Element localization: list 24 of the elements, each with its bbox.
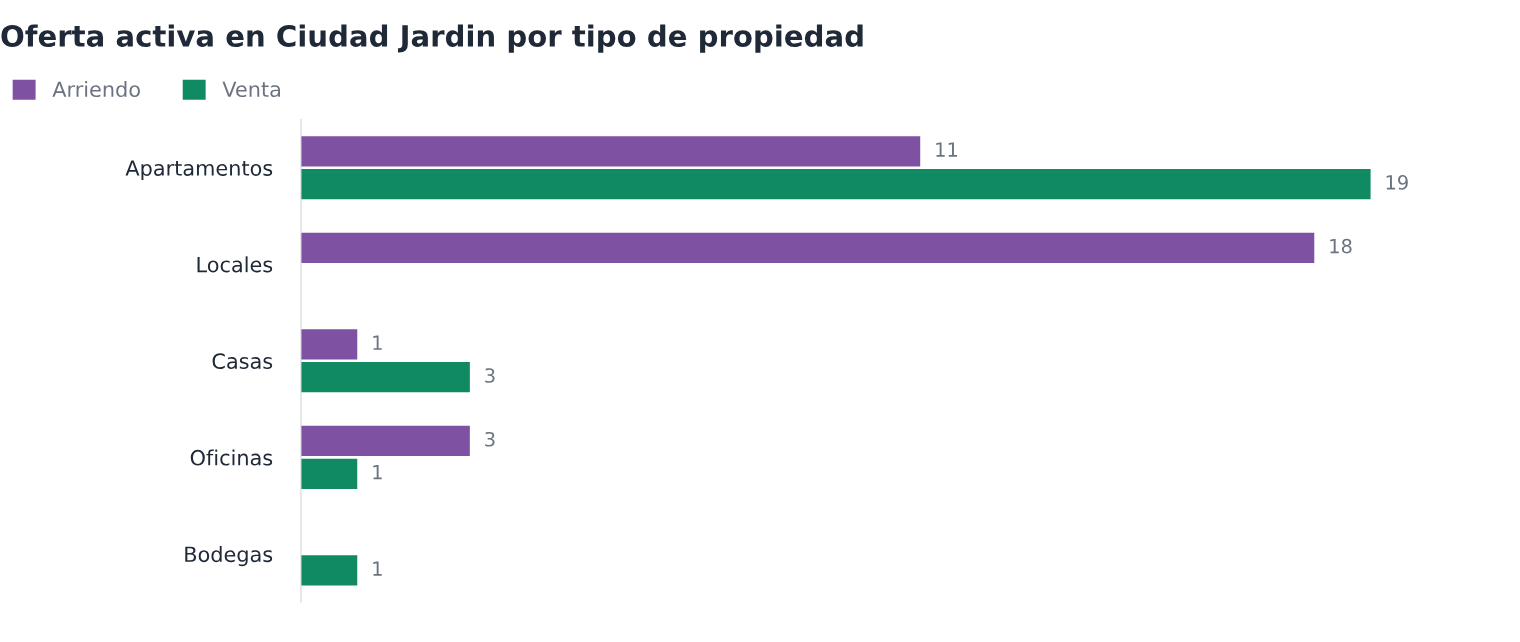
y-tick-label: Oficinas xyxy=(190,449,273,466)
data-label: 1 xyxy=(373,335,382,350)
bar xyxy=(300,362,470,393)
data-label: 18 xyxy=(1330,238,1352,254)
bar xyxy=(300,136,921,167)
bar xyxy=(300,458,358,489)
bar xyxy=(300,555,358,586)
data-label: 11 xyxy=(936,142,958,157)
chart-title: Oferta activa en Ciudad Jardin por tipo de propiedad xyxy=(1,24,863,53)
data-label: 3 xyxy=(485,368,495,383)
y-tick-label: Locales xyxy=(197,256,273,273)
bar xyxy=(300,329,358,360)
bar xyxy=(300,425,470,457)
y-tick-label: Bodegas xyxy=(185,546,273,567)
bar xyxy=(300,169,1371,200)
data-label: 3 xyxy=(485,431,495,447)
legend-label: Venta xyxy=(222,81,280,98)
data-label: 1 xyxy=(373,464,382,480)
data-label: 19 xyxy=(1386,175,1408,190)
data-label: 1 xyxy=(373,561,382,576)
y-tick-label: Apartamentos xyxy=(125,160,273,180)
bar xyxy=(300,232,1315,263)
legend-label: Arriendo xyxy=(52,80,140,98)
y-tick-label: Casas xyxy=(212,353,273,370)
